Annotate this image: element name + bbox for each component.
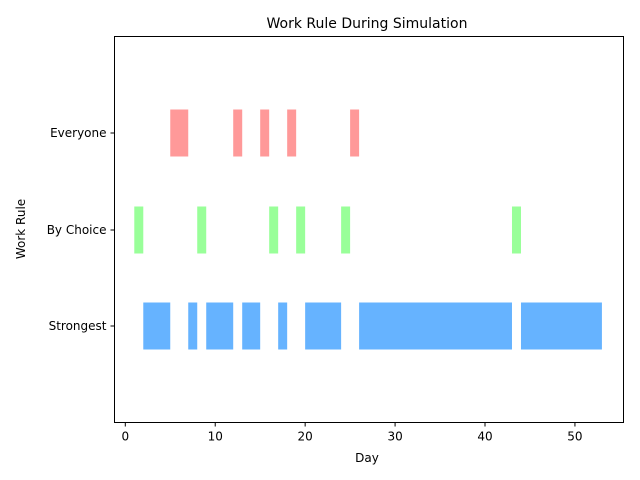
y-tick-label: By Choice (47, 223, 107, 237)
x-tick-label: 10 (208, 430, 223, 444)
bars-layer (134, 109, 602, 350)
bar-strongest-7 (359, 302, 512, 350)
y-axis-label: Work Rule (14, 199, 28, 259)
x-tick-label: 40 (477, 430, 492, 444)
y-axis: Strongest By Choice Everyone (47, 126, 115, 333)
bar-strongest-2 (188, 302, 198, 350)
bar-strongest-6 (305, 302, 342, 350)
x-tick-label: 30 (387, 430, 402, 444)
bar-everyone-5 (350, 109, 360, 157)
bar-everyone-2 (233, 109, 243, 157)
x-tick-label: 50 (567, 430, 582, 444)
x-axis: 0 10 20 30 40 50 (121, 422, 583, 444)
bar-strongest-4 (242, 302, 261, 350)
chart-title: Work Rule During Simulation (267, 16, 468, 32)
plot-frame (114, 36, 624, 423)
x-tick-label: 20 (298, 430, 313, 444)
x-axis-label: Day (355, 451, 379, 465)
bar-strongest-1 (143, 302, 171, 350)
x-tick-label: 0 (121, 430, 129, 444)
bar-by-choice-6 (511, 206, 521, 254)
bar-strongest-8 (520, 302, 602, 350)
bar-by-choice-4 (296, 206, 306, 254)
bar-by-choice-1 (134, 206, 144, 254)
bar-everyone-1 (170, 109, 189, 157)
bar-everyone-4 (287, 109, 297, 157)
y-tick-label: Everyone (50, 126, 106, 140)
bar-strongest-5 (278, 302, 288, 350)
bar-by-choice-3 (269, 206, 279, 254)
y-tick-label: Strongest (49, 319, 107, 333)
bar-by-choice-5 (341, 206, 351, 254)
bar-everyone-3 (260, 109, 270, 157)
bar-strongest-3 (206, 302, 234, 350)
bar-by-choice-2 (197, 206, 207, 254)
